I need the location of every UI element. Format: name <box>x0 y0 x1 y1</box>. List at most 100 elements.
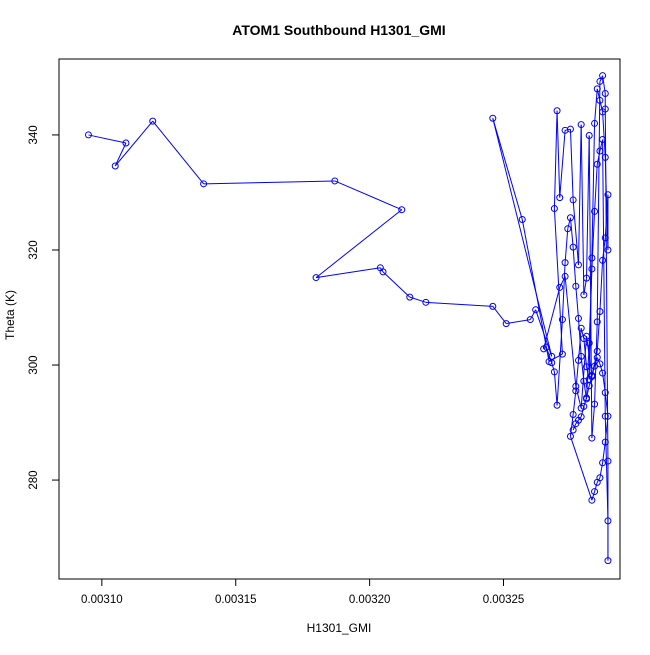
data-point <box>556 283 564 291</box>
data-point <box>591 400 599 408</box>
data-point <box>591 119 599 127</box>
data-point <box>596 77 604 85</box>
data-point <box>588 254 596 262</box>
data-point <box>604 412 612 420</box>
series-segment <box>588 258 593 380</box>
series-segment <box>596 81 601 322</box>
series-points <box>84 72 612 565</box>
data-point <box>550 205 558 213</box>
series-segment <box>580 124 585 295</box>
series-segment <box>492 118 523 220</box>
series-segment <box>334 180 402 211</box>
series-segment <box>556 110 561 198</box>
series-segment <box>575 360 579 391</box>
data-point <box>601 234 609 242</box>
data-point <box>566 125 574 133</box>
data-point <box>599 459 607 467</box>
data-point <box>596 474 604 482</box>
data-point <box>601 90 609 98</box>
data-point <box>556 194 564 202</box>
series-segment <box>580 336 588 409</box>
series-segment <box>379 267 384 273</box>
data-point <box>572 387 580 395</box>
series-segment <box>583 338 588 367</box>
series-segment <box>575 419 579 424</box>
data-point <box>604 191 612 199</box>
series-segment <box>553 110 558 209</box>
data-point <box>566 214 574 222</box>
series-segment <box>599 260 604 312</box>
data-point <box>502 320 510 328</box>
data-point <box>574 261 582 269</box>
series-segment <box>578 416 582 421</box>
data-point <box>585 132 593 140</box>
series-segment <box>591 491 596 501</box>
series-segment <box>521 219 550 362</box>
series-segment <box>569 436 593 501</box>
series-segment <box>203 180 335 185</box>
series-segment <box>572 247 577 287</box>
data-point <box>518 215 526 223</box>
series-segment <box>543 287 561 350</box>
data-point <box>599 256 607 264</box>
series-segment <box>572 390 577 415</box>
data-point <box>569 410 577 418</box>
data-point <box>574 356 582 364</box>
series-segment <box>529 309 537 320</box>
data-point <box>593 160 601 168</box>
y-axis-label: Theta (K) <box>3 290 17 340</box>
series-segment <box>569 217 574 248</box>
data-point <box>553 107 561 115</box>
chart-title: ATOM1 Southbound H1301_GMI <box>232 22 445 38</box>
series-segment <box>604 392 609 417</box>
series-segment <box>88 134 127 144</box>
data-point <box>593 354 601 362</box>
data-point <box>596 308 604 316</box>
data-point <box>111 162 119 170</box>
data-point <box>572 282 580 290</box>
data-point <box>601 153 609 161</box>
series-segment <box>556 319 563 406</box>
y-tick-label: 320 <box>28 240 40 259</box>
series-segment <box>561 262 566 320</box>
series-segment <box>596 150 601 165</box>
series-segment <box>594 88 598 124</box>
data-point <box>583 394 591 402</box>
data-point <box>596 147 604 155</box>
series-segment <box>591 366 596 377</box>
data-point <box>312 274 320 282</box>
data-point <box>577 121 585 129</box>
data-point <box>406 293 414 301</box>
data-point <box>588 373 596 381</box>
data-point <box>489 114 497 122</box>
data-point <box>561 272 569 280</box>
y-axis: 280 300 320 340 <box>28 125 59 490</box>
data-point <box>591 488 599 496</box>
series-segment <box>567 217 571 229</box>
series-segment <box>506 319 531 325</box>
data-point <box>588 434 596 442</box>
x-tick-label: 0.00325 <box>483 594 525 606</box>
series-segment <box>596 311 601 352</box>
data-point <box>583 363 591 371</box>
plot-frame <box>58 58 621 580</box>
data-point <box>604 557 612 565</box>
series-segment <box>594 482 598 492</box>
data-point <box>122 139 130 147</box>
data-point <box>548 359 556 367</box>
data-point <box>550 368 558 376</box>
data-point <box>84 131 92 139</box>
data-point <box>572 382 580 390</box>
x-tick-label: 0.00315 <box>215 594 257 606</box>
data-point <box>585 339 593 347</box>
series-segment <box>572 199 579 265</box>
data-point <box>593 318 601 326</box>
series-segment <box>602 111 606 158</box>
series-segment <box>577 124 582 265</box>
data-point <box>489 302 497 310</box>
y-tick-label: 300 <box>28 355 40 374</box>
x-tick-label: 0.00310 <box>81 594 123 606</box>
data-point <box>149 117 157 125</box>
data-point <box>580 402 588 410</box>
